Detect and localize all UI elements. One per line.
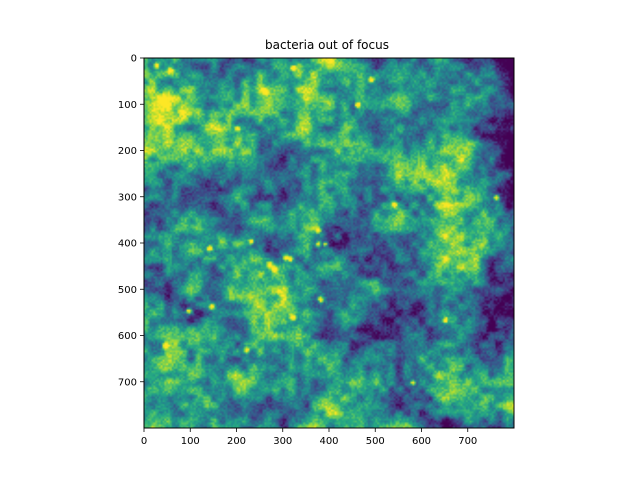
y-tick-label: 200 bbox=[118, 146, 137, 157]
x-tick-label: 0 bbox=[141, 436, 147, 447]
x-tick-label: 600 bbox=[412, 436, 431, 447]
x-tick-label: 100 bbox=[181, 436, 200, 447]
y-tick-label: 0 bbox=[131, 54, 137, 65]
y-tick-label: 600 bbox=[118, 331, 137, 342]
y-tick-label: 400 bbox=[118, 239, 137, 250]
y-tick-label: 500 bbox=[118, 285, 137, 296]
y-axis: 0 100 200 300 400 500 600 700 bbox=[118, 54, 144, 388]
x-tick-label: 300 bbox=[273, 436, 292, 447]
heatmap-image bbox=[144, 58, 514, 428]
y-tick-label: 100 bbox=[118, 100, 137, 111]
x-axis: 0 100 200 300 400 500 600 700 bbox=[141, 428, 477, 447]
chart-title: bacteria out of focus bbox=[265, 38, 389, 52]
x-tick-label: 500 bbox=[366, 436, 385, 447]
y-tick-label: 700 bbox=[118, 377, 137, 388]
x-tick-label: 400 bbox=[319, 436, 338, 447]
image-layer bbox=[144, 58, 514, 428]
y-tick-label: 300 bbox=[118, 192, 137, 203]
x-tick-label: 200 bbox=[227, 436, 246, 447]
x-tick-label: 700 bbox=[458, 436, 477, 447]
